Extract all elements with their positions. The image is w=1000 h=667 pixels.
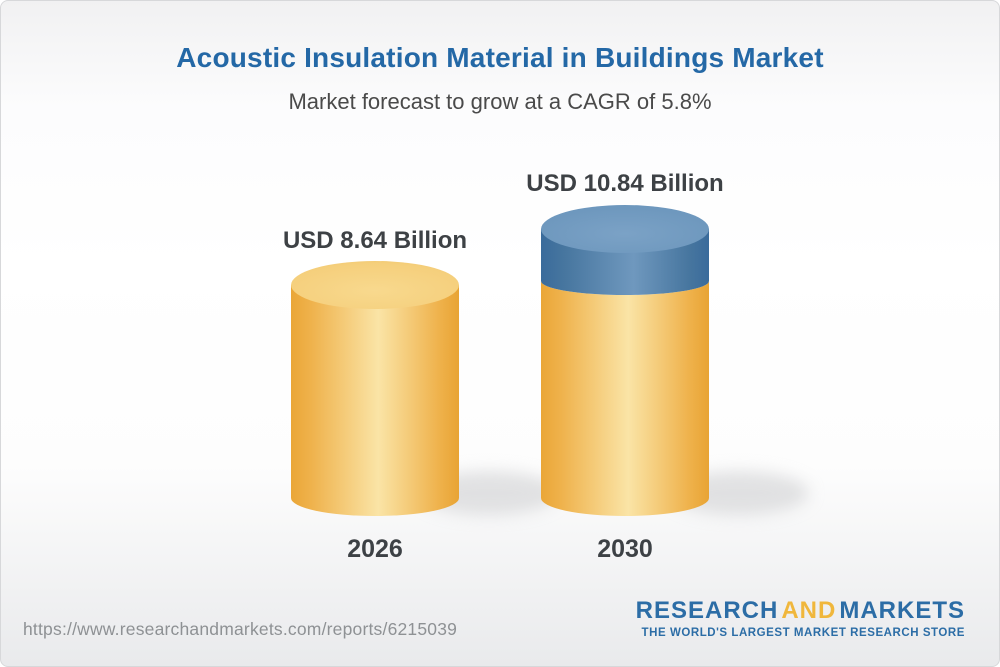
bar-2026: USD 8.64 Billion 2026 xyxy=(283,227,559,563)
bar-2030-top xyxy=(541,205,709,253)
logo-word-markets: MARKETS xyxy=(839,597,965,624)
brand-logo-wordmark: RESEARCH AND MARKETS xyxy=(636,599,965,623)
report-url: https://www.researchandmarkets.com/repor… xyxy=(23,619,458,639)
page-subtitle: Market forecast to grow at a CAGR of 5.8… xyxy=(288,89,712,114)
bar-2030: USD 10.84 Billion 2030 xyxy=(526,170,809,563)
bar-2026-top xyxy=(291,261,459,309)
page-title: Acoustic Insulation Material in Building… xyxy=(176,42,824,73)
brand-logo-tagline: THE WORLD'S LARGEST MARKET RESEARCH STOR… xyxy=(641,627,965,639)
year-label-2030: 2030 xyxy=(597,535,653,563)
year-label-2026: 2026 xyxy=(347,535,403,563)
value-label-2026: USD 8.64 Billion xyxy=(283,227,467,254)
logo-word-and: AND xyxy=(781,597,837,624)
brand-logo: RESEARCH AND MARKETS THE WORLD'S LARGEST M… xyxy=(636,599,965,640)
bar-2030-base-segment xyxy=(541,281,709,516)
value-label-2030: USD 10.84 Billion xyxy=(526,170,723,197)
bar-2026-body xyxy=(291,285,459,516)
logo-word-research: RESEARCH xyxy=(635,597,779,624)
